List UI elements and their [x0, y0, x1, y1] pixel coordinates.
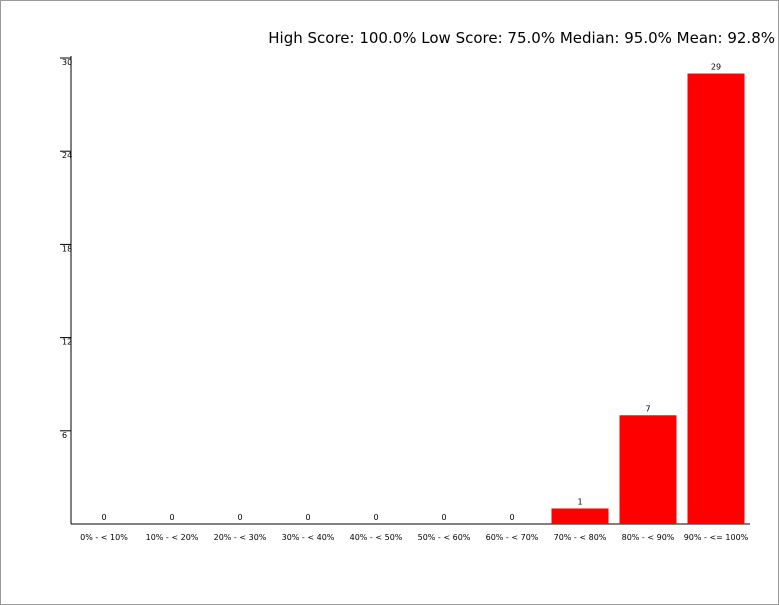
chart-title: High Score: 100.0% Low Score: 75.0% Medi…	[268, 29, 775, 47]
value-label: 0	[101, 513, 106, 522]
y-tick-label: 12	[62, 338, 72, 347]
x-tick-label: 0% - < 10%	[80, 533, 128, 542]
x-tick-label: 40% - < 50%	[350, 533, 403, 542]
bar	[687, 73, 745, 525]
x-tick-label: 70% - < 80%	[554, 533, 607, 542]
y-tick-label: 6	[62, 431, 67, 440]
x-tick-label: 20% - < 30%	[214, 533, 267, 542]
x-tick-label: 10% - < 20%	[146, 533, 199, 542]
x-tick-label: 80% - < 90%	[622, 533, 675, 542]
x-tick-label: 60% - < 70%	[486, 533, 539, 542]
y-tick-label: 30	[62, 58, 72, 67]
bar	[551, 508, 609, 524]
value-label: 0	[169, 513, 174, 522]
x-tick-label: 90% - <= 100%	[684, 533, 749, 542]
x-tick-label: 50% - < 60%	[418, 533, 471, 542]
value-label: 29	[711, 63, 721, 72]
value-label: 7	[645, 404, 650, 413]
value-label: 0	[237, 513, 242, 522]
y-tick-label: 18	[62, 244, 72, 253]
value-label: 0	[509, 513, 514, 522]
value-label: 0	[305, 513, 310, 522]
x-tick-label: 30% - < 40%	[282, 533, 335, 542]
value-label: 1	[577, 497, 582, 506]
value-label: 0	[441, 513, 446, 522]
bar	[619, 415, 677, 524]
y-tick-label: 24	[62, 151, 72, 160]
value-label: 0	[373, 513, 378, 522]
